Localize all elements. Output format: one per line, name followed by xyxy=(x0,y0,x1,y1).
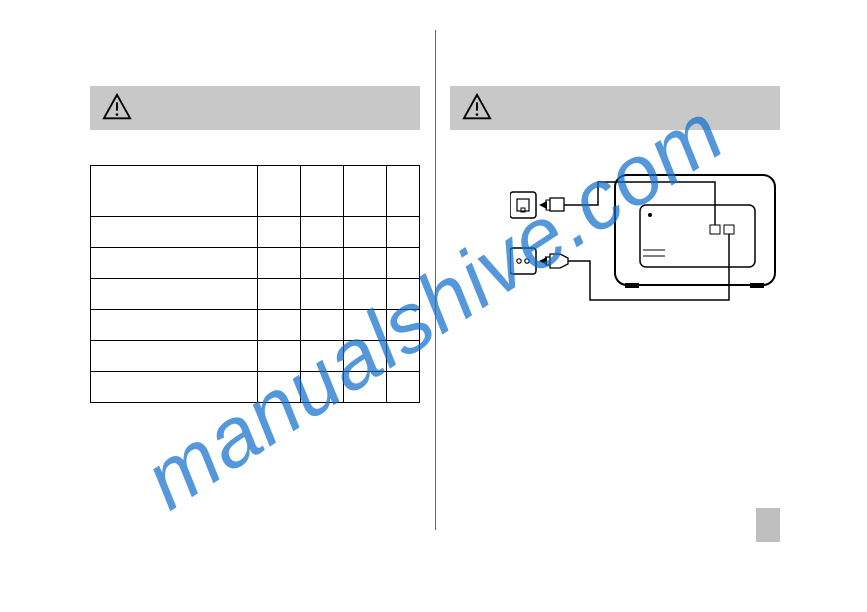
spec-table xyxy=(90,165,420,403)
page-edge-tab xyxy=(756,508,780,542)
table-row xyxy=(91,372,420,403)
caution-bar-left xyxy=(90,86,420,130)
right-column xyxy=(450,30,780,530)
column-divider xyxy=(435,30,436,530)
table-row xyxy=(91,310,420,341)
table-row xyxy=(91,166,420,217)
table-row xyxy=(91,279,420,310)
connection-diagram xyxy=(510,170,780,315)
warning-triangle-icon xyxy=(462,92,492,122)
manual-page xyxy=(90,30,780,560)
caution-bar-right xyxy=(450,86,780,130)
table-row xyxy=(91,248,420,279)
warning-triangle-icon xyxy=(102,92,132,122)
table-row xyxy=(91,341,420,372)
left-column xyxy=(90,30,420,530)
table-row xyxy=(91,217,420,248)
